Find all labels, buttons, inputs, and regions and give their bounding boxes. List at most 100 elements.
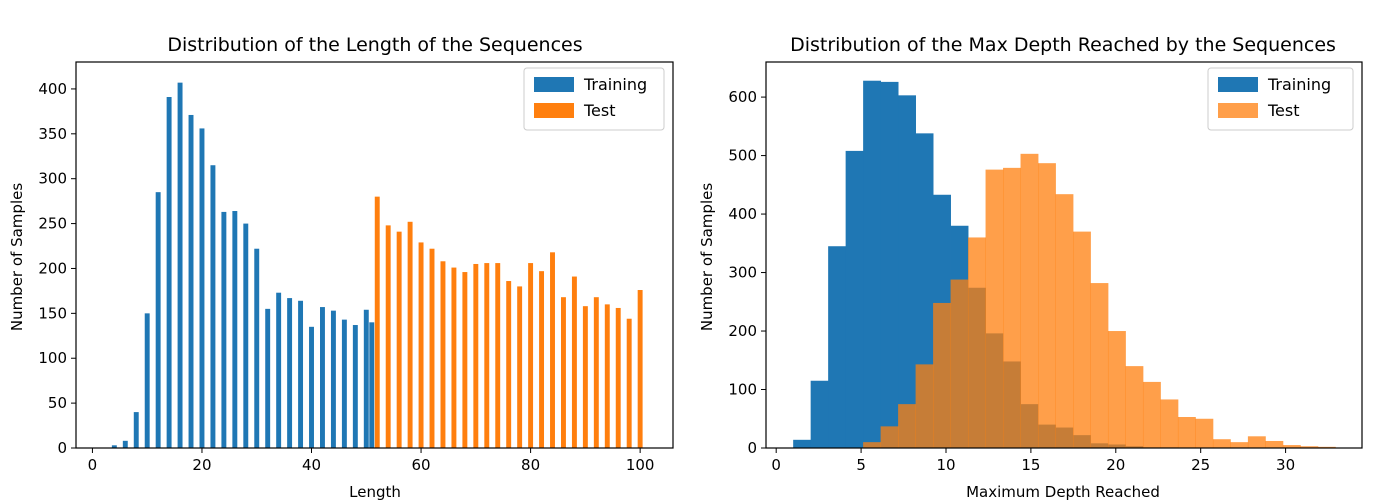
ticks-group: 0 20 40 60 80 100 0 50 100 150 200 250 300 350 400 (38, 80, 654, 474)
hist-bin-test (950, 279, 969, 448)
bar-test (440, 261, 446, 448)
legend: Training Test (1207, 67, 1354, 131)
bar-training (221, 211, 227, 448)
bar-test (637, 290, 643, 448)
bar-test (615, 307, 621, 448)
bar-test (473, 263, 479, 448)
y-tick-label: 400 (38, 80, 67, 98)
y-tick-label: 50 (48, 394, 67, 412)
hist-bin-test (1020, 153, 1039, 448)
y-tick-label: 100 (38, 349, 67, 367)
bar-test (560, 297, 566, 448)
bar-training (232, 211, 238, 448)
bar-training (320, 307, 325, 448)
hist-bin-test (915, 364, 934, 448)
bar-training (122, 440, 128, 448)
bar-training (265, 308, 271, 448)
legend-swatch-training (1218, 77, 1258, 92)
y-tick-label: 0 (747, 439, 757, 457)
legend-swatch-training (534, 77, 574, 92)
bar-training (210, 165, 216, 449)
bar-test (582, 306, 588, 448)
bar-training (133, 412, 139, 448)
x-tick-label: 80 (521, 456, 540, 474)
hist-bin-test (1195, 418, 1214, 448)
bar-training (341, 319, 347, 448)
x-tick-label: 20 (1106, 456, 1125, 474)
hist-bin-test (1038, 163, 1056, 449)
bar-test (528, 263, 534, 448)
x-tick-label: 20 (192, 456, 211, 474)
x-tick-label: 15 (1021, 456, 1040, 474)
bar-training (188, 114, 194, 448)
bar-test (550, 252, 555, 448)
bar-training (111, 445, 117, 448)
hist-bin-test (1177, 417, 1196, 448)
legend-label-test: Test (583, 101, 616, 120)
bar-test (517, 286, 523, 448)
bar-training (144, 313, 150, 448)
bar-test (407, 221, 413, 448)
y-tick-label: 300 (728, 264, 757, 282)
hist-bin-test (1160, 399, 1179, 448)
bars-group (793, 80, 1336, 449)
hist-bin-test (863, 442, 882, 448)
bars-group (111, 82, 643, 449)
bar-test (418, 242, 424, 448)
x-tick-label: 100 (626, 456, 655, 474)
hist-bin-training (863, 80, 882, 448)
legend-swatch-test (534, 103, 574, 118)
y-tick-label: 100 (728, 381, 757, 399)
bar-test (506, 281, 512, 448)
x-axis-label: Length (349, 483, 401, 501)
hist-bin-test (1107, 331, 1126, 448)
hist-bin-test (1125, 366, 1144, 448)
bar-training (352, 325, 358, 448)
hist-bin-test (1212, 439, 1231, 448)
bar-test (484, 263, 490, 448)
hist-bin-training (845, 150, 864, 448)
bar-training (369, 322, 375, 448)
hist-bin-training (793, 439, 812, 448)
bar-test (571, 276, 577, 448)
hist-bin-test (1265, 440, 1284, 448)
y-axis-label: Number of Samples (8, 183, 26, 331)
bar-training (363, 309, 369, 448)
bar-training (243, 223, 249, 448)
y-tick-label: 600 (728, 88, 757, 106)
hist-bin-test (1230, 442, 1249, 448)
legend-label-test: Test (1267, 101, 1300, 120)
hist-bin-training (828, 246, 847, 448)
bar-training (199, 128, 205, 448)
length-distribution-chart: Distribution of the Length of the Sequen… (8, 34, 674, 501)
hist-bin-test (933, 302, 951, 448)
hist-bin-test (1142, 381, 1161, 448)
y-tick-label: 250 (38, 215, 67, 233)
hist-bin-test (1300, 446, 1319, 448)
chart-title: Distribution of the Length of the Sequen… (167, 34, 582, 56)
hist-bin-test (968, 237, 986, 448)
hist-bin-test (1055, 194, 1074, 448)
legend-swatch-test (1218, 103, 1258, 118)
y-tick-label: 400 (728, 205, 757, 223)
x-tick-label: 60 (412, 456, 431, 474)
bar-training (298, 300, 304, 448)
bar-test (626, 318, 632, 448)
bar-test (429, 248, 435, 448)
bar-test (593, 297, 599, 448)
x-tick-label: 25 (1191, 456, 1210, 474)
bar-training (287, 298, 293, 448)
bar-training (276, 292, 282, 448)
y-tick-label: 200 (38, 259, 67, 277)
bar-training (177, 82, 183, 448)
hist-bin-test (1003, 167, 1021, 448)
y-tick-label: 150 (38, 304, 67, 322)
hist-bin-training (898, 95, 916, 448)
y-tick-label: 500 (728, 147, 757, 165)
x-axis-label: Maximum Depth Reached (966, 483, 1160, 501)
plot-frame (75, 61, 674, 449)
hist-bin-test (880, 426, 899, 448)
y-tick-label: 0 (57, 439, 67, 457)
chart-title: Distribution of the Max Depth Reached by… (790, 34, 1336, 56)
